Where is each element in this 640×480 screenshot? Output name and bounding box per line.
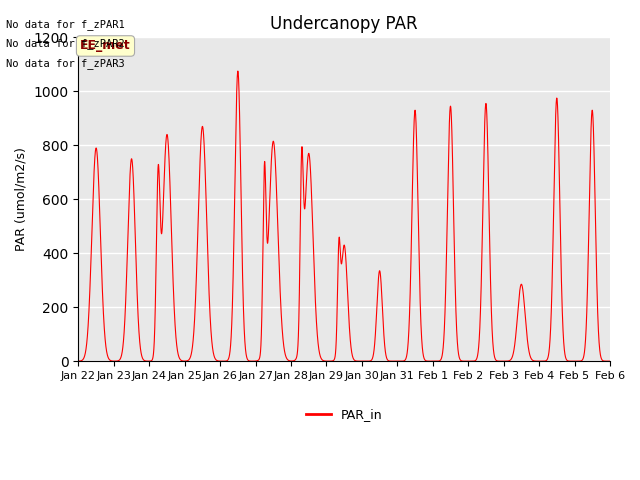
Text: No data for f_zPAR1: No data for f_zPAR1 (6, 19, 125, 30)
Text: No data for f_zPAR2: No data for f_zPAR2 (6, 38, 125, 49)
Y-axis label: PAR (umol/m2/s): PAR (umol/m2/s) (15, 147, 28, 251)
Legend: PAR_in: PAR_in (301, 403, 387, 426)
Title: Undercanopy PAR: Undercanopy PAR (270, 15, 418, 33)
Text: EE_met: EE_met (80, 39, 131, 52)
Text: No data for f_zPAR3: No data for f_zPAR3 (6, 58, 125, 69)
